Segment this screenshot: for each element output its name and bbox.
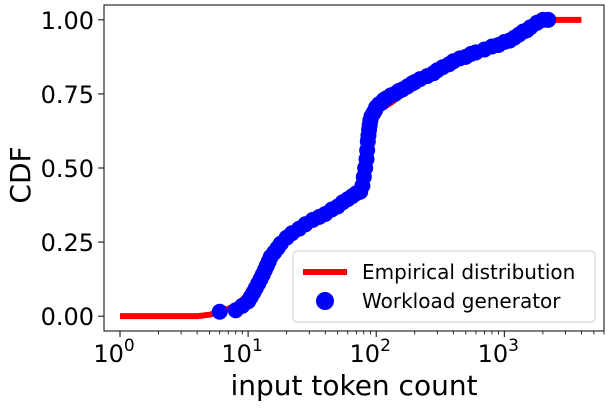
x-tick-label: 100 [93,336,134,368]
legend-box [292,250,596,323]
x-axis-title: input token count [230,369,477,402]
x-tick-label: 102 [350,336,391,368]
x-tick-label: 103 [478,336,519,368]
plot-area [120,11,582,320]
workload-generator-point [211,303,228,320]
x-axis-ticks: 100 101 102 103 [93,331,605,368]
y-tick-label: 0.75 [41,81,94,109]
x-tick-label: 101 [221,336,262,368]
y-tick-label: 0.50 [41,155,94,183]
y-axis-title: CDF [4,146,37,203]
legend: Empirical distribution Workload generato… [292,250,596,323]
y-tick-label: 1.00 [41,7,94,35]
legend-label-empirical: Empirical distribution [362,260,575,284]
workload-generator-point [540,11,557,28]
y-tick-label: 0.25 [41,229,94,257]
legend-marker-swatch [316,292,334,310]
legend-label-workload: Workload generator [362,289,561,313]
y-tick-label: 0.00 [41,303,94,331]
y-axis-ticks: 0.00 0.25 0.50 0.75 1.00 [41,7,104,331]
